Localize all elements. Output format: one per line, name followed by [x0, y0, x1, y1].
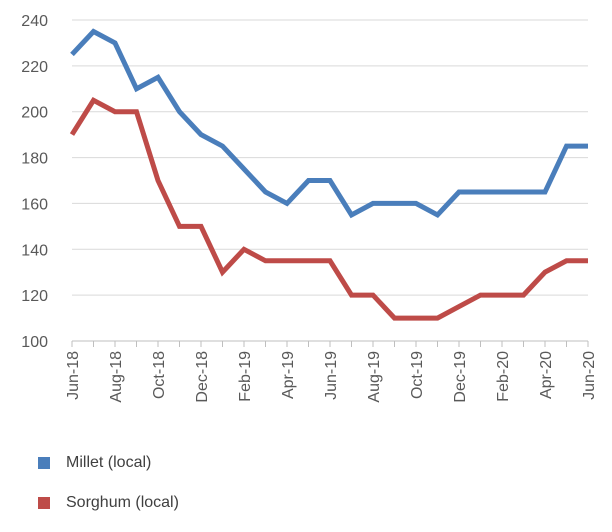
legend-item-millet: Millet (local) — [38, 452, 179, 474]
x-tick-label-Feb-19: Feb-19 — [237, 351, 254, 402]
x-tick-label-Dec-19: Dec-19 — [452, 351, 469, 403]
y-tick-label-220: 220 — [21, 59, 48, 76]
x-tick-label-Dec-18: Dec-18 — [194, 351, 211, 403]
y-tick-label-200: 200 — [21, 105, 48, 122]
x-tick-label-Jun-20: Jun-20 — [581, 351, 598, 400]
x-tick-label-Jun-19: Jun-19 — [323, 351, 340, 400]
chart-canvas: 100 120 140 160 180 200 220 240 Jun-18 Aug-18 Oct-… — [0, 0, 612, 516]
x-tick-label-Oct-19: Oct-19 — [409, 351, 426, 399]
legend: Millet (local) Sorghum (local) — [38, 452, 179, 532]
x-tick-label-Oct-18: Oct-18 — [151, 351, 168, 399]
x-tick-label-Jun-18: Jun-18 — [65, 351, 82, 400]
y-tick-label-180: 180 — [21, 151, 48, 168]
x-tick-label-Apr-20: Apr-20 — [538, 351, 555, 399]
y-tick-label-240: 240 — [21, 13, 48, 30]
x-tick-label-Aug-18: Aug-18 — [108, 351, 125, 403]
series-line-sorghum — [72, 100, 588, 318]
x-tick-label-Apr-19: Apr-19 — [280, 351, 297, 399]
legend-swatch-millet — [38, 457, 50, 469]
legend-swatch-sorghum — [38, 497, 50, 509]
y-tick-label-120: 120 — [21, 288, 48, 305]
legend-label-millet: Millet (local) — [66, 454, 151, 472]
legend-item-sorghum: Sorghum (local) — [38, 492, 179, 514]
y-tick-label-160: 160 — [21, 196, 48, 213]
y-tick-label-100: 100 — [21, 334, 48, 351]
legend-label-sorghum: Sorghum (local) — [66, 494, 179, 512]
x-tick-label-Feb-20: Feb-20 — [495, 351, 512, 402]
y-tick-label-140: 140 — [21, 242, 48, 259]
x-tick-label-Aug-19: Aug-19 — [366, 351, 383, 403]
series-line-millet — [72, 32, 588, 215]
line-chart: 100 120 140 160 180 200 220 240 Jun-18 Aug-18 Oct-… — [0, 0, 612, 516]
